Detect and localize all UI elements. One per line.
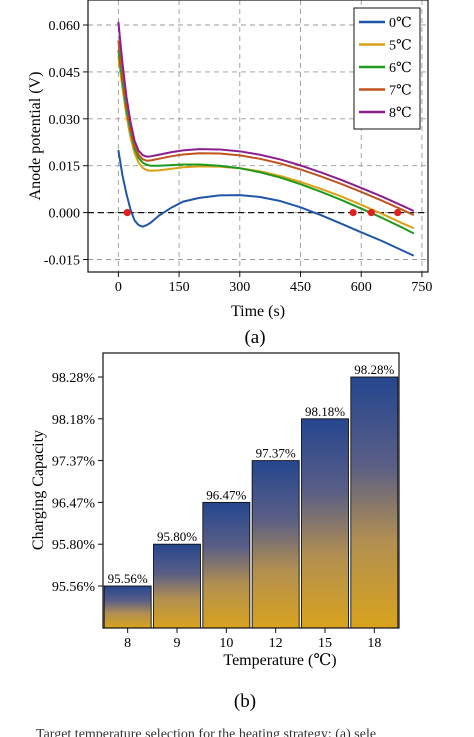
bar-chart-panel: 8 9 10 12 15 18 95.56% 95.80% 96.47% 97.37% 98.18… bbox=[30, 352, 400, 712]
panel-a-label: (a) bbox=[244, 327, 265, 348]
line-chart-x-ticks: 0 150 300 450 600 750 bbox=[115, 272, 432, 295]
bar-12 bbox=[251, 460, 300, 629]
x-tick-label: 15 bbox=[318, 636, 332, 651]
x-tick-label: 8 bbox=[124, 636, 131, 651]
zero-crossing-markers bbox=[123, 208, 402, 217]
bar-18 bbox=[350, 376, 399, 629]
legend-label: 7℃ bbox=[389, 84, 412, 99]
x-tick-label: 9 bbox=[174, 636, 181, 651]
series-line-4 bbox=[117, 21, 415, 212]
x-tick-label: 0 bbox=[115, 280, 122, 295]
bar-data-label: 97.37% bbox=[256, 446, 296, 461]
bar-15 bbox=[301, 418, 349, 629]
y-tick-label: -0.015 bbox=[44, 253, 80, 268]
bar-chart-y-ticks: 95.56% 95.80% 96.47% 97.37% 98.18% 98.28% bbox=[52, 371, 103, 595]
bar-data-label: 98.18% bbox=[305, 404, 345, 419]
series-line-0 bbox=[117, 149, 415, 257]
y-tick-label: 96.47% bbox=[52, 496, 96, 511]
x-tick-label: 18 bbox=[367, 636, 381, 651]
bar-data-label: 95.56% bbox=[108, 571, 148, 586]
zero-crossing-marker bbox=[349, 208, 357, 217]
x-tick-label: 10 bbox=[219, 636, 233, 651]
bar-8 bbox=[103, 585, 152, 629]
series-line-1 bbox=[117, 56, 415, 230]
legend-label: 6℃ bbox=[389, 61, 412, 76]
line-chart-panel: 0 150 300 450 600 750 -0.015 0.000 0.015 0.030 0.… bbox=[27, 0, 432, 348]
bar-chart-xlabel: Temperature (℃) bbox=[223, 652, 336, 669]
line-chart-y-ticks: -0.015 0.000 0.015 0.030 0.045 0.060 bbox=[44, 19, 88, 268]
line-chart-legend: 0℃ 5℃ 6℃ 7℃ 8℃ bbox=[353, 7, 421, 130]
legend-box bbox=[353, 7, 421, 130]
x-tick-label: 300 bbox=[229, 280, 250, 295]
line-chart-frame bbox=[87, 0, 429, 273]
x-tick-label: 450 bbox=[290, 280, 311, 295]
bar-chart-ylabel: Charging Capacity bbox=[30, 430, 47, 550]
bar-data-label: 98.28% bbox=[354, 362, 394, 377]
zero-crossing-marker bbox=[123, 208, 131, 217]
zero-crossing-marker bbox=[394, 208, 402, 217]
y-tick-label: 0.000 bbox=[49, 207, 81, 222]
y-tick-label: 0.015 bbox=[49, 160, 81, 175]
bar-9 bbox=[153, 543, 201, 629]
y-tick-label: 0.045 bbox=[49, 66, 81, 81]
x-tick-label: 750 bbox=[411, 280, 432, 295]
y-tick-label: 98.18% bbox=[52, 413, 96, 428]
legend-label: 0℃ bbox=[389, 16, 412, 31]
zero-crossing-marker bbox=[367, 208, 375, 217]
panel-b-label: (b) bbox=[234, 691, 256, 712]
series-line-3 bbox=[117, 40, 415, 217]
x-tick-label: 600 bbox=[351, 280, 372, 295]
bar-chart-frame bbox=[102, 352, 400, 629]
y-tick-label: 98.28% bbox=[52, 371, 96, 386]
bar-10 bbox=[202, 501, 251, 629]
line-series-group bbox=[117, 21, 415, 257]
y-tick-label: 0.060 bbox=[49, 19, 81, 34]
x-tick-label: 150 bbox=[169, 280, 190, 295]
y-tick-label: 95.80% bbox=[52, 538, 96, 553]
y-tick-label: 0.030 bbox=[49, 113, 81, 128]
bar-data-label: 96.47% bbox=[206, 487, 246, 502]
bar-data-label: 95.80% bbox=[157, 529, 197, 544]
x-tick-label: 12 bbox=[269, 636, 283, 651]
line-chart-xlabel: Time (s) bbox=[231, 303, 285, 320]
y-tick-label: 95.56% bbox=[52, 580, 96, 595]
legend-label: 5℃ bbox=[389, 39, 412, 54]
y-tick-label: 97.37% bbox=[52, 455, 96, 470]
legend-label: 8℃ bbox=[389, 106, 412, 121]
line-chart-ylabel: Anode potential (V) bbox=[27, 72, 44, 201]
bar-chart-x-ticks: 8 9 10 12 15 18 bbox=[124, 628, 381, 651]
figure-caption-fragment: Target temperature selection for the hea… bbox=[36, 727, 376, 737]
bar-group bbox=[103, 376, 399, 629]
bar-data-labels: 95.56% 95.80% 96.47% 97.37% 98.18% 98.28% bbox=[108, 362, 395, 586]
